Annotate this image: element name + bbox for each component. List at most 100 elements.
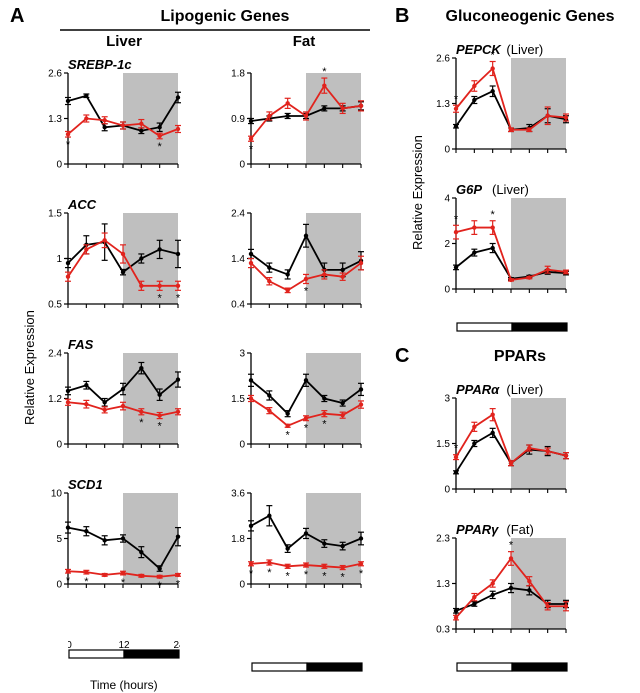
lipogenic-title: Lipogenic Genes xyxy=(90,8,360,26)
svg-text:*: * xyxy=(139,417,144,429)
svg-text:*: * xyxy=(304,423,309,435)
gluconeogenic-title: Gluconeogenic Genes xyxy=(420,8,640,26)
panel-a-header-rule xyxy=(60,29,370,31)
svg-text:3: 3 xyxy=(444,394,450,405)
svg-text:10: 10 xyxy=(51,489,63,500)
svg-text:2.4: 2.4 xyxy=(231,209,245,220)
svg-text:*: * xyxy=(491,209,496,221)
ppars-title: PPARs xyxy=(440,348,600,366)
svg-text:SCD1: SCD1 xyxy=(68,477,103,492)
svg-text:*: * xyxy=(454,93,459,105)
svg-text:*: * xyxy=(249,568,254,580)
svg-text:1.2: 1.2 xyxy=(48,394,62,405)
svg-text:2: 2 xyxy=(444,239,450,250)
svg-text:12: 12 xyxy=(118,640,130,651)
svg-text:*: * xyxy=(454,213,459,225)
svg-text:0: 0 xyxy=(68,640,72,651)
svg-text:*: * xyxy=(286,429,291,441)
svg-text:1.8: 1.8 xyxy=(231,534,245,545)
svg-text:1.8: 1.8 xyxy=(231,69,245,80)
svg-text:1.5: 1.5 xyxy=(436,439,450,450)
svg-text:*: * xyxy=(158,580,163,590)
svg-text:*: * xyxy=(341,572,346,584)
chart-srebp-liver: 01.32.6**SREBP-1c xyxy=(32,55,182,170)
svg-text:2.6: 2.6 xyxy=(48,69,62,80)
panel-b-label: B xyxy=(395,5,409,28)
svg-text:24: 24 xyxy=(173,640,180,651)
svg-text:2.3: 2.3 xyxy=(436,534,450,545)
svg-text:0.4: 0.4 xyxy=(231,300,245,311)
svg-text:*: * xyxy=(176,578,181,590)
svg-text:PPARα: PPARα xyxy=(456,382,500,397)
timebar-c xyxy=(456,662,568,672)
svg-text:0.5: 0.5 xyxy=(48,300,62,311)
svg-text:SREBP-1c: SREBP-1c xyxy=(68,57,132,72)
svg-text:0.3: 0.3 xyxy=(436,625,450,636)
svg-text:0: 0 xyxy=(444,145,450,156)
svg-text:*: * xyxy=(322,66,327,78)
chart-scd1-liver: 0510*****SCD1 xyxy=(32,475,182,590)
svg-text:1.5: 1.5 xyxy=(231,394,245,405)
svg-text:0: 0 xyxy=(444,285,450,296)
svg-text:*: * xyxy=(158,292,163,304)
svg-text:5: 5 xyxy=(56,534,62,545)
svg-text:*: * xyxy=(322,570,327,582)
chart-pepck: 01.32.6**PEPCK (Liver) xyxy=(420,40,570,155)
svg-text:FAS: FAS xyxy=(68,337,94,352)
panel-a-label: A xyxy=(10,5,24,28)
svg-text:1.5: 1.5 xyxy=(48,209,62,220)
svg-text:0: 0 xyxy=(239,440,245,451)
svg-text:0: 0 xyxy=(444,485,450,496)
svg-text:*: * xyxy=(322,419,327,431)
svg-text:(Liver): (Liver) xyxy=(506,42,543,57)
svg-text:0: 0 xyxy=(239,160,245,171)
fat-col-title: Fat xyxy=(240,33,368,50)
timebar-b xyxy=(456,322,568,332)
svg-text:*: * xyxy=(158,421,163,433)
chart-fas-liver: 0 1.2 2.4 * * FAS xyxy=(32,335,182,450)
chart-fas-fat: 0 1.5 3 * * * xyxy=(215,335,365,450)
liver-col-title: Liver xyxy=(60,33,188,50)
svg-text:*: * xyxy=(304,286,309,298)
svg-text:0.9: 0.9 xyxy=(231,114,245,125)
svg-text:*: * xyxy=(509,540,514,552)
chart-acc-fat: 0.4 1.4 2.4 * xyxy=(215,195,365,310)
svg-text:1: 1 xyxy=(56,254,62,265)
svg-text:0: 0 xyxy=(239,580,245,591)
svg-text:2.4: 2.4 xyxy=(48,349,62,360)
panel-c-label: C xyxy=(395,345,409,368)
svg-text:ACC: ACC xyxy=(67,197,97,212)
chart-ppara: 01.53*PPARα (Liver) xyxy=(420,380,570,495)
svg-text:0: 0 xyxy=(56,160,62,171)
chart-pparg: 0.3 1.3 2.3 * PPARγ (Fat) xyxy=(420,520,570,635)
svg-text:3.6: 3.6 xyxy=(231,489,245,500)
svg-text:2.6: 2.6 xyxy=(436,54,450,65)
svg-text:1.4: 1.4 xyxy=(231,254,245,265)
timebar-a-fat xyxy=(251,662,363,672)
chart-g6p: 0 2 4 * * G6P (Liver) xyxy=(420,180,570,295)
svg-text:PEPCK: PEPCK xyxy=(456,42,502,57)
svg-text:PPARγ: PPARγ xyxy=(456,522,499,537)
svg-text:G6P: G6P xyxy=(456,182,482,197)
chart-scd1-fat: 01.83.6******* xyxy=(215,475,365,590)
timebar-a-liver: 0 12 24 xyxy=(68,638,180,662)
svg-text:*: * xyxy=(158,141,163,153)
svg-text:1.3: 1.3 xyxy=(436,579,450,590)
svg-text:3: 3 xyxy=(239,349,245,360)
svg-text:0: 0 xyxy=(56,440,62,451)
svg-text:(Fat): (Fat) xyxy=(506,522,533,537)
svg-text:*: * xyxy=(359,568,364,580)
svg-text:*: * xyxy=(176,292,181,304)
svg-text:*: * xyxy=(249,143,254,155)
chart-srebp-fat: 0 0.9 1.8 * * xyxy=(215,55,365,170)
svg-text:1.3: 1.3 xyxy=(436,99,450,110)
svg-text:4: 4 xyxy=(444,194,450,205)
svg-text:(Liver): (Liver) xyxy=(492,182,529,197)
chart-acc-liver: 0.5 1 1.5 * * ACC xyxy=(32,195,182,310)
svg-text:(Liver): (Liver) xyxy=(506,382,543,397)
svg-text:1.3: 1.3 xyxy=(48,114,62,125)
svg-text:*: * xyxy=(304,569,309,581)
svg-text:*: * xyxy=(267,567,272,579)
svg-text:*: * xyxy=(66,575,71,587)
svg-text:*: * xyxy=(121,577,126,589)
